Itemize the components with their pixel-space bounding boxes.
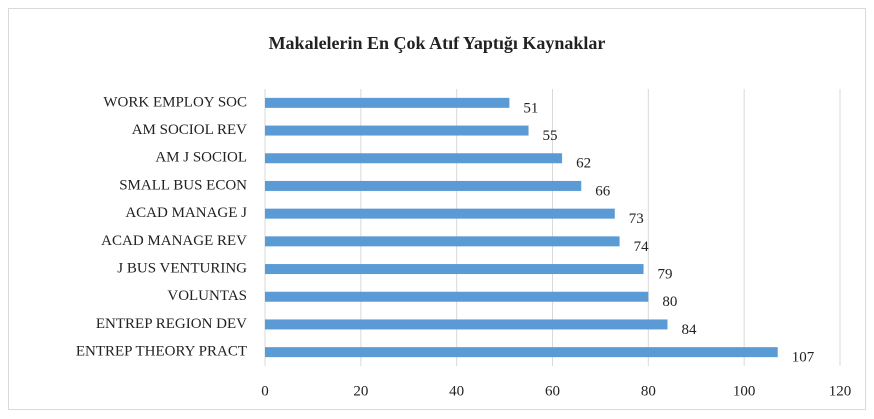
y-tick-label: AM SOCIOL REV xyxy=(132,122,247,138)
x-tick-label: 60 xyxy=(545,383,560,399)
y-tick-label: AM J SOCIOL xyxy=(155,150,247,166)
data-label: 79 xyxy=(658,266,673,282)
data-label: 51 xyxy=(523,100,538,116)
x-tick-label: 20 xyxy=(353,383,368,399)
y-tick-label: ACAD MANAGE REV xyxy=(101,233,247,249)
data-label: 73 xyxy=(629,211,644,227)
data-label: 66 xyxy=(595,183,611,199)
y-tick-label: SMALL BUS ECON xyxy=(119,177,247,193)
x-tick-label: 120 xyxy=(829,383,852,399)
chart-title: Makalelerin En Çok Atıf Yaptığı Kaynakla… xyxy=(269,33,606,53)
data-label: 80 xyxy=(662,294,677,310)
data-label: 107 xyxy=(792,350,815,366)
bar xyxy=(265,125,529,136)
data-label: 62 xyxy=(576,156,591,172)
x-tick-label: 40 xyxy=(449,383,464,399)
x-tick-label: 80 xyxy=(641,383,656,399)
bar xyxy=(265,208,615,219)
y-tick-label: WORK EMPLOY SOC xyxy=(103,94,247,110)
y-tick-label: J BUS VENTURING xyxy=(117,260,247,276)
data-label: 74 xyxy=(634,239,650,255)
bar xyxy=(265,347,778,358)
y-tick-label: ENTREP REGION DEV xyxy=(96,316,247,332)
x-tick-label: 100 xyxy=(733,383,756,399)
y-tick-label: ENTREP THEORY PRACT xyxy=(76,344,247,360)
data-label: 55 xyxy=(543,128,558,144)
bar xyxy=(265,319,668,330)
bar xyxy=(265,291,649,302)
bar xyxy=(265,236,620,247)
bar xyxy=(265,97,510,108)
bar xyxy=(265,153,563,164)
bar xyxy=(265,180,582,191)
bar xyxy=(265,264,644,275)
data-label: 84 xyxy=(682,322,698,338)
x-tick-label: 0 xyxy=(261,383,269,399)
y-tick-label: VOLUNTAS xyxy=(167,288,247,304)
y-tick-label: ACAD MANAGE J xyxy=(125,205,247,221)
